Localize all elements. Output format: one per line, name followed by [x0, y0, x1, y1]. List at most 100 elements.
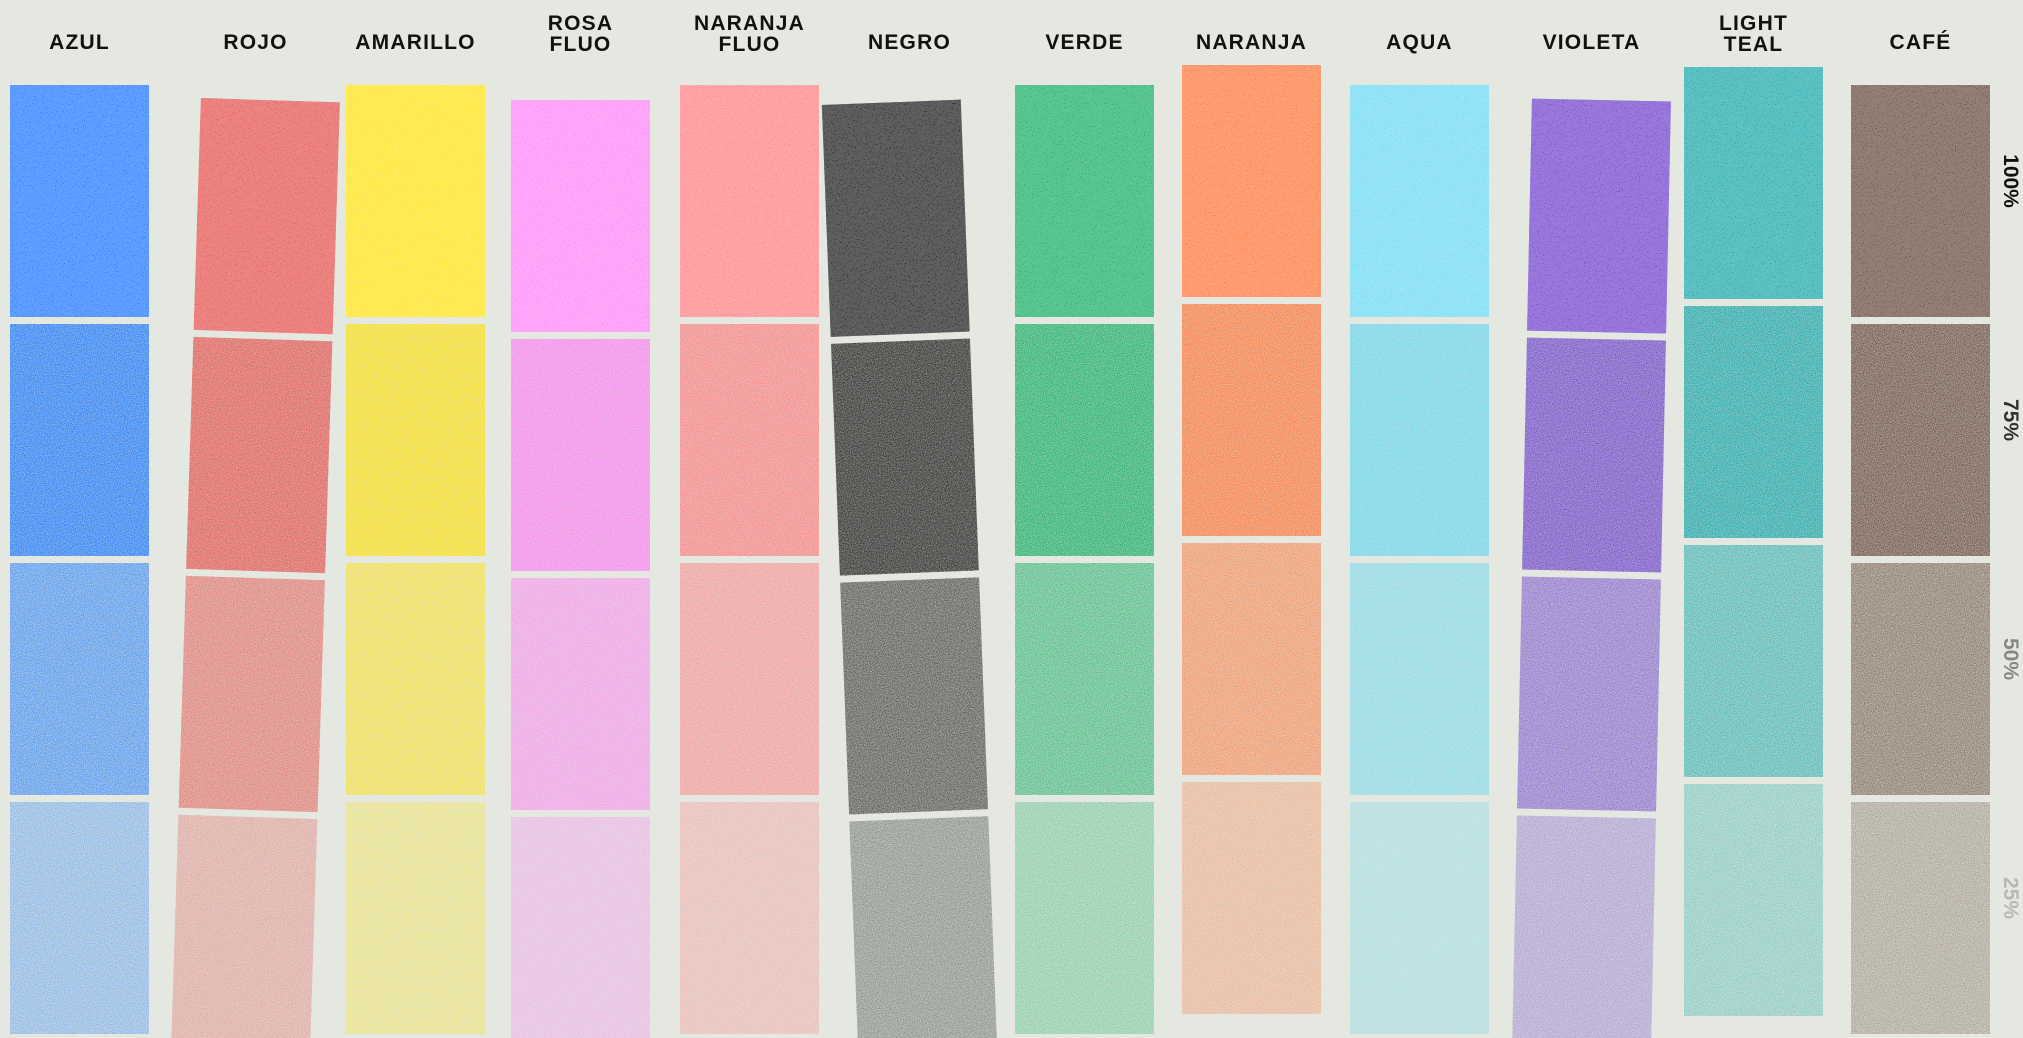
color-swatch	[1015, 563, 1154, 795]
color-swatch	[10, 563, 149, 795]
color-swatch	[1350, 324, 1489, 556]
swatch-texture	[1512, 815, 1656, 1038]
column-title: NARANJA	[1196, 31, 1307, 54]
swatch-texture	[1015, 563, 1154, 795]
swatch-texture	[1684, 545, 1823, 777]
color-swatch	[1350, 563, 1489, 795]
swatch-texture	[178, 575, 325, 813]
swatch-column	[1350, 85, 1489, 1034]
swatch-texture	[346, 563, 485, 795]
swatch-texture	[1517, 576, 1661, 812]
swatch-texture	[1182, 543, 1321, 775]
column-title: NARANJA FLUO	[694, 12, 805, 56]
column-title-line: ROSA	[548, 12, 613, 35]
color-swatch	[1512, 815, 1656, 1038]
color-swatch	[1517, 576, 1661, 812]
column-title: NEGRO	[868, 31, 951, 54]
column-title: ROSA FLUO	[548, 12, 613, 56]
swatch-texture	[171, 814, 318, 1038]
swatch-speckle	[1527, 98, 1671, 334]
swatch-texture	[511, 339, 650, 571]
color-swatch	[1350, 85, 1489, 317]
color-swatch	[1851, 802, 1990, 1034]
swatch-texture	[849, 816, 998, 1038]
swatch-texture	[1182, 304, 1321, 536]
color-swatch	[840, 577, 988, 815]
swatch-texture	[346, 802, 485, 1034]
color-swatch	[178, 575, 325, 813]
row-label: 75%	[1999, 399, 2022, 441]
row-label: 25%	[1999, 877, 2022, 919]
swatch-texture	[1350, 802, 1489, 1034]
column-title: AQUA	[1386, 31, 1453, 54]
swatch-column	[1512, 98, 1671, 1038]
color-swatch	[511, 578, 650, 810]
column-title-line: FLUO	[719, 33, 781, 56]
swatch-speckle	[1684, 67, 1823, 299]
swatch-texture	[1350, 324, 1489, 556]
color-swatch	[346, 85, 485, 317]
column-title: AMARILLO	[355, 31, 475, 54]
swatch-texture	[1684, 306, 1823, 538]
color-swatch	[680, 85, 819, 317]
color-swatch	[10, 324, 149, 556]
swatch-column	[10, 85, 149, 1034]
color-swatch	[831, 338, 979, 576]
color-swatch	[10, 802, 149, 1034]
color-swatch	[1015, 324, 1154, 556]
swatch-column	[171, 98, 340, 1038]
swatch-speckle	[680, 85, 819, 317]
swatch-speckle	[1851, 85, 1990, 317]
color-swatch	[511, 339, 650, 571]
color-swatch	[1684, 67, 1823, 299]
column-title-line: AQUA	[1386, 31, 1453, 54]
swatch-speckle	[10, 85, 149, 317]
swatch-column	[1684, 67, 1823, 1016]
swatch-column	[511, 100, 650, 1038]
color-swatch	[1851, 324, 1990, 556]
color-swatch	[680, 563, 819, 795]
swatch-texture	[511, 578, 650, 810]
color-swatch	[1684, 545, 1823, 777]
swatch-texture	[831, 338, 979, 576]
color-swatch	[346, 324, 485, 556]
swatch-texture	[10, 563, 149, 795]
swatch-texture	[511, 817, 650, 1038]
color-swatch	[1350, 802, 1489, 1034]
column-title: CAFÉ	[1890, 31, 1952, 54]
color-swatch	[821, 99, 970, 337]
column-title-line: NARANJA	[1196, 31, 1307, 54]
swatch-texture	[1350, 563, 1489, 795]
color-swatch	[1851, 563, 1990, 795]
swatch-column	[821, 99, 998, 1038]
swatch-texture	[10, 324, 149, 556]
color-swatch	[1182, 782, 1321, 1014]
swatch-speckle	[821, 99, 970, 337]
color-swatch	[1182, 304, 1321, 536]
swatch-speckle	[193, 98, 340, 335]
column-title-line: ROJO	[223, 31, 287, 54]
color-swatch	[346, 563, 485, 795]
swatch-speckle	[1182, 65, 1321, 297]
row-label: 50%	[1999, 638, 2022, 680]
swatch-speckle	[1350, 85, 1489, 317]
swatch-texture	[1015, 802, 1154, 1034]
color-swatch	[1684, 784, 1823, 1016]
column-title-line: LIGHT	[1719, 12, 1788, 35]
color-swatch	[1684, 306, 1823, 538]
swatch-texture	[346, 324, 485, 556]
column-title-line: CAFÉ	[1890, 31, 1952, 54]
swatch-grid	[10, 65, 1990, 1038]
column-title: AZUL	[49, 31, 110, 54]
swatch-texture	[1851, 324, 1990, 556]
color-swatch	[171, 814, 318, 1038]
swatch-texture	[1684, 784, 1823, 1016]
color-swatch	[193, 98, 340, 335]
column-title-line: VERDE	[1045, 31, 1123, 54]
column-title: LIGHT TEAL	[1719, 12, 1788, 56]
swatch-speckle	[511, 100, 650, 332]
color-swatch	[1182, 65, 1321, 297]
swatch-texture	[1851, 563, 1990, 795]
swatch-texture	[1522, 337, 1666, 573]
